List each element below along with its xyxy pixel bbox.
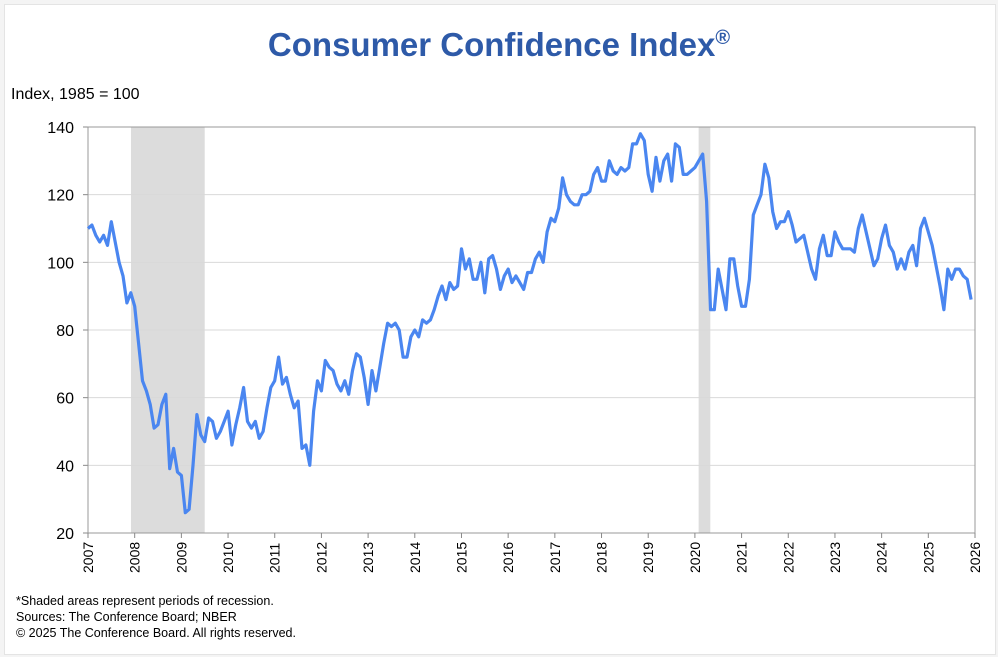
plot-area (87, 126, 976, 534)
chart-title: Consumer Confidence Index® (0, 26, 998, 64)
y-tick-label: 60 (56, 391, 74, 408)
x-tick-label: 2009 (173, 542, 189, 573)
x-tick-label: 2011 (267, 543, 283, 573)
x-tick-label: 2024 (874, 542, 890, 573)
x-tick-label: 2014 (407, 542, 423, 573)
x-tick-label: 2010 (220, 542, 236, 573)
x-tick-label: 2020 (687, 542, 703, 573)
footnote-copyright: © 2025 The Conference Board. All rights … (16, 626, 296, 640)
x-tick-label: 2008 (127, 542, 143, 573)
y-tick-label: 140 (47, 120, 74, 137)
y-tick-label: 40 (56, 458, 74, 475)
y-tick-label: 20 (56, 526, 74, 543)
x-tick-label: 2025 (920, 542, 936, 573)
x-tick-label: 2012 (313, 542, 329, 573)
footnote-sources: Sources: The Conference Board; NBER (16, 610, 237, 624)
x-tick-label: 2007 (80, 542, 96, 573)
y-tick-label: 120 (47, 188, 74, 205)
x-tick-label: 2023 (827, 542, 843, 573)
x-tick-label: 2026 (967, 542, 983, 573)
x-tick-label: 2018 (594, 542, 610, 573)
registered-mark: ® (715, 27, 731, 49)
x-tick-label: 2021 (734, 542, 750, 573)
y-tick-label: 100 (47, 255, 74, 272)
y-tick-label: 80 (56, 323, 74, 340)
x-tick-label: 2017 (547, 542, 563, 573)
y-axis-label: Index, 1985 = 100 (11, 86, 140, 103)
footnote-recession: *Shaded areas represent periods of reces… (16, 594, 274, 608)
x-tick-label: 2015 (453, 542, 469, 573)
series-line-consumer-confidence (86, 132, 973, 515)
x-tick-label: 2016 (500, 542, 516, 573)
x-tick-label: 2013 (360, 542, 376, 573)
chart-title-text: Consumer Confidence Index (267, 26, 716, 63)
x-tick-label: 2022 (780, 542, 796, 573)
x-tick-label: 2019 (640, 542, 656, 573)
